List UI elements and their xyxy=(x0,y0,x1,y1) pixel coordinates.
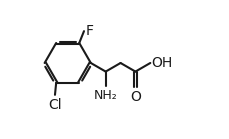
Text: Cl: Cl xyxy=(48,98,62,112)
Text: F: F xyxy=(85,24,93,38)
Text: O: O xyxy=(130,90,141,104)
Text: OH: OH xyxy=(152,56,173,70)
Text: NH₂: NH₂ xyxy=(94,89,117,102)
